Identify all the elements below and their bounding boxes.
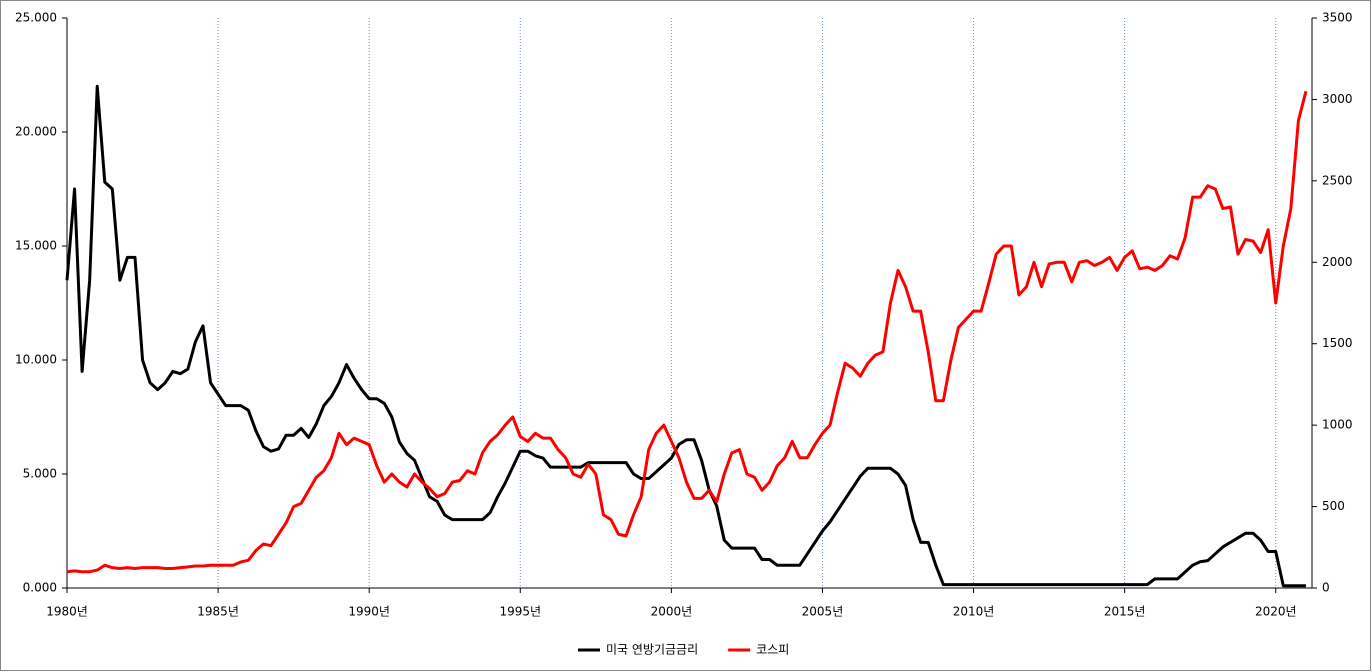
x-tick-label: 2020년 (1255, 605, 1297, 619)
x-tick-label: 2000년 (651, 605, 693, 619)
y-tick-label: 10.000 (15, 353, 57, 367)
y2-tick-label: 500 (1322, 499, 1345, 513)
legend-label: 미국 연방기금금리 (606, 643, 698, 657)
series-line (65, 84, 1306, 588)
y2-tick-label: 1000 (1322, 418, 1353, 432)
y-tick-label: 15.000 (15, 239, 57, 253)
y-tick-label: 0.000 (23, 581, 57, 595)
x-tick-label: 1980년 (46, 605, 88, 619)
x-tick-label: 1990년 (348, 605, 390, 619)
x-tick-label: 2005년 (802, 605, 844, 619)
y2-tick-label: 3500 (1322, 11, 1353, 25)
x-tick-label: 1985년 (197, 605, 239, 619)
y2-tick-label: 2500 (1322, 173, 1353, 187)
y2-tick-label: 0 (1322, 581, 1330, 595)
y-tick-label: 5.000 (23, 467, 57, 481)
y2-tick-label: 2000 (1322, 255, 1353, 269)
x-tick-label: 2015년 (1104, 605, 1146, 619)
y-tick-label: 20.000 (15, 125, 57, 139)
y-tick-label: 25.000 (15, 11, 57, 25)
series-line (66, 90, 1308, 574)
y2-tick-label: 3000 (1322, 92, 1353, 106)
y2-tick-label: 1500 (1322, 336, 1353, 350)
x-tick-label: 2010년 (953, 605, 995, 619)
x-tick-label: 1995년 (499, 605, 541, 619)
legend-label: 코스피 (756, 643, 789, 657)
